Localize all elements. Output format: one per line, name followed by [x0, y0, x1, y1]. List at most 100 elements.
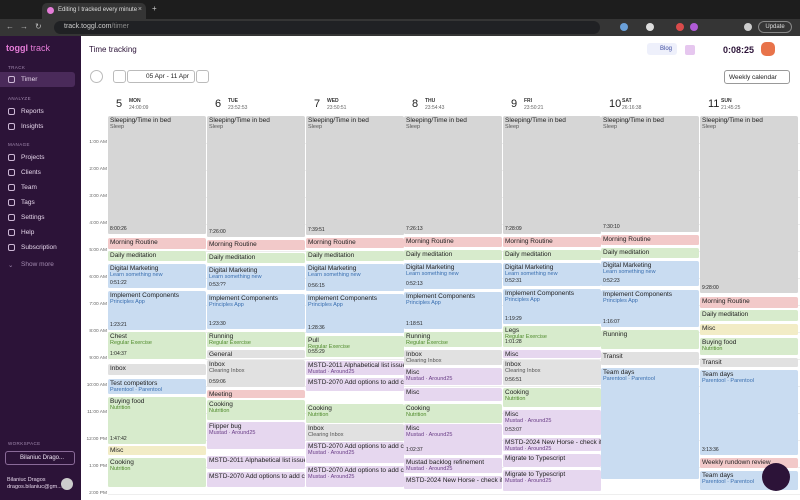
time-entry[interactable]: Misc Mustad · Around25 1:02:37	[404, 424, 502, 456]
day-header[interactable]: 8 THU 23:54:43	[404, 95, 502, 117]
forward-icon[interactable]: →	[20, 22, 28, 31]
time-entry[interactable]: Morning Routine	[601, 235, 699, 246]
time-entry[interactable]: Flipper bug Mustad · Around25	[207, 422, 305, 450]
time-entry[interactable]: MSTD-2070 Add options to add c Mustad · A…	[306, 466, 404, 488]
date-range-picker[interactable]	[127, 70, 195, 83]
time-entry[interactable]: Morning Routine	[108, 238, 206, 250]
browser-tab[interactable]: Editing I tracked every minute ×	[42, 3, 146, 19]
time-entry[interactable]: MSTD-2011 Alphabetical list issue	[207, 456, 305, 470]
time-entry[interactable]: Inbox Clearing Inbox 0:56:51	[503, 360, 601, 386]
extension-icon[interactable]	[620, 23, 628, 31]
stop-timer-button[interactable]	[761, 42, 775, 56]
time-entry[interactable]: Inbox	[108, 364, 206, 376]
time-entry[interactable]: Misc Mustad · Around25 0:53:07	[503, 410, 601, 436]
time-entry[interactable]: Sleeping/Time in bed Sleep 7:30:10	[601, 116, 699, 233]
time-entry[interactable]: Misc	[503, 350, 601, 359]
time-entry[interactable]: Morning Routine	[306, 238, 404, 249]
time-entry[interactable]: Misc	[404, 388, 502, 402]
time-entry[interactable]: Daily meditation	[207, 253, 305, 264]
blog-button[interactable]: Blog	[647, 43, 677, 55]
sidebar-item-tags[interactable]: Tags	[0, 195, 75, 210]
time-entry[interactable]: Implement Components Principles App 1:18:5…	[404, 292, 502, 330]
sidebar-item-team[interactable]: Team	[0, 180, 75, 195]
time-entry[interactable]: Sleeping/Time in bed Sleep 8:00:26	[108, 116, 206, 235]
user-info[interactable]: Bilaniuc Dragos dragos.bilaniuc@gm...	[7, 477, 62, 491]
update-button[interactable]: Update	[758, 21, 792, 33]
time-entry[interactable]: Inbox Clearing Inbox	[404, 350, 502, 366]
view-select[interactable]: Weekly calendar	[724, 70, 790, 84]
time-entry[interactable]: Pull Regular Exercise 0:55:29	[306, 336, 404, 358]
time-entry[interactable]: Daily meditation	[503, 250, 601, 261]
close-tab-icon[interactable]: ×	[137, 6, 142, 13]
time-entry[interactable]: Daily meditation	[108, 251, 206, 262]
time-entry[interactable]: Misc	[108, 446, 206, 456]
time-entry[interactable]: Inbox Clearing Inbox	[306, 424, 404, 442]
time-entry[interactable]: Digital Marketing Learn something new 0:56…	[306, 264, 404, 292]
time-entry[interactable]: Mustad backlog refinement Mustad · Around…	[404, 458, 502, 474]
time-entry[interactable]: Running	[601, 330, 699, 350]
time-entry[interactable]: Cooking Nutrition	[404, 404, 502, 424]
sidebar-item-projects[interactable]: Projects	[0, 150, 75, 165]
time-entry[interactable]: Implement Components Principles App 1:23:2…	[108, 291, 206, 331]
day-header[interactable]: 7 WED 23:50:51	[306, 95, 404, 117]
chat-button[interactable]	[762, 463, 790, 491]
day-header[interactable]: 10 SAT 26:16:38	[601, 95, 699, 117]
show-more-link[interactable]: ⌄ Show more	[8, 261, 54, 269]
sidebar-item-clients[interactable]: Clients	[0, 165, 75, 180]
time-entry[interactable]: Transit	[700, 358, 798, 368]
time-entry[interactable]: Morning Routine	[207, 240, 305, 251]
time-entry[interactable]: MSTD-2070 Add options to add c	[207, 472, 305, 488]
time-entry[interactable]: Sleeping/Time in bed Sleep 9:28:00	[700, 116, 798, 294]
time-entry[interactable]: MSTD-2070 Add options to add c	[306, 378, 404, 392]
tag-icon[interactable]	[685, 45, 695, 55]
time-entry[interactable]: Digital Marketing Learn something new 0:53…	[207, 266, 305, 291]
time-entry[interactable]: MSTD-2024 New Horse - check if t	[404, 476, 502, 490]
time-entry[interactable]: Buying food Nutrition 1:47:42	[108, 397, 206, 445]
time-entry[interactable]: Misc Mustad · Around25	[404, 368, 502, 386]
time-entry[interactable]: Morning Routine	[503, 237, 601, 248]
time-entry[interactable]: Implement Components Principles App 1:19:2…	[503, 289, 601, 325]
day-header[interactable]: 11 SUN 21:45:25	[700, 95, 798, 117]
time-entry[interactable]: Morning Routine	[700, 297, 798, 309]
time-entry[interactable]: Daily meditation	[404, 250, 502, 261]
time-entry[interactable]: Sleeping/Time in bed Sleep 7:39:51	[306, 116, 404, 236]
day-header[interactable]: 5 MON 24:00:09	[108, 95, 206, 117]
time-entry[interactable]: Team days Parentool · Parentool 3:13:36	[700, 370, 798, 456]
time-entry[interactable]: Sleeping/Time in bed Sleep 7:28:09	[503, 116, 601, 235]
previous-week-button[interactable]	[113, 70, 126, 83]
time-entry[interactable]: Migrate to Typescript	[503, 454, 601, 468]
time-entry[interactable]: Running Regular Exercise	[404, 332, 502, 348]
time-entry[interactable]: Cooking Nutrition	[503, 388, 601, 408]
extension-icon[interactable]	[646, 23, 654, 31]
time-entry[interactable]: Legs Regular Exercise 1:01:28	[503, 326, 601, 348]
time-entry[interactable]: Digital Marketing Learn something new 0:52…	[404, 263, 502, 290]
time-entry[interactable]: Cooking Nutrition	[207, 400, 305, 421]
profile-avatar-icon[interactable]	[744, 23, 752, 31]
url-field[interactable]: track.toggl.com/timer	[54, 21, 600, 34]
sidebar-item-help[interactable]: Help	[0, 225, 75, 240]
time-entry[interactable]: Misc	[700, 324, 798, 336]
back-icon[interactable]: ←	[6, 22, 14, 31]
day-header[interactable]: 9 FRI 23:50:21	[503, 95, 601, 117]
time-entry[interactable]: Sleeping/Time in bed Sleep 7:26:00	[207, 116, 305, 238]
sidebar-item-timer[interactable]: Timer	[0, 72, 75, 87]
time-entry[interactable]: Implement Components Principles App 1:16:0…	[601, 290, 699, 328]
time-entry[interactable]: Team days Parentool · Parentool	[601, 368, 699, 480]
time-entry[interactable]: Transit	[601, 352, 699, 366]
time-entry[interactable]: Inbox Clearing Inbox 0:59:06	[207, 360, 305, 388]
time-entry[interactable]: Meeting	[207, 390, 305, 399]
time-entry[interactable]: Test competitors Parentool · Parentool	[108, 379, 206, 395]
sidebar-item-settings[interactable]: Settings	[0, 210, 75, 225]
time-entry[interactable]: Digital Marketing Learn something new 0:52…	[503, 263, 601, 287]
time-entry[interactable]: Digital Marketing Learn something new 0:52…	[601, 261, 699, 287]
time-entry[interactable]: Migrate to Typescript Mustad · Around25	[503, 470, 601, 492]
calendar-icon[interactable]	[90, 70, 103, 83]
time-entry[interactable]: Digital Marketing Learn something new 0:51…	[108, 264, 206, 289]
sidebar-item-insights[interactable]: Insights	[0, 119, 75, 134]
time-entry[interactable]: Morning Routine	[404, 237, 502, 248]
time-entry[interactable]: Cooking Nutrition	[306, 404, 404, 424]
new-tab-icon[interactable]: +	[152, 4, 157, 13]
time-entry[interactable]: Cooking Nutrition	[108, 458, 206, 488]
time-entry[interactable]: Buying food Nutrition	[700, 338, 798, 356]
day-header[interactable]: 6 TUE 23:52:53	[207, 95, 305, 117]
